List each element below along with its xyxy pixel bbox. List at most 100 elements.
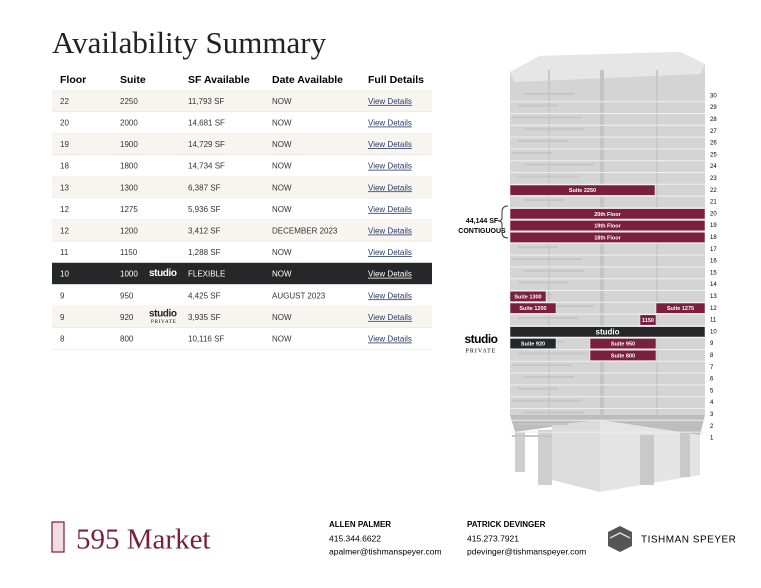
cell-date: AUGUST 2023 [272,291,326,300]
callout-text: 44,144 SF [466,218,499,225]
window-band [512,258,582,260]
cell-suite: 2250 [120,97,138,106]
suite-label: Suite 1200 [519,306,546,312]
details-link[interactable]: View Details [368,227,412,236]
suite-label: Suite 800 [611,353,635,359]
row-stripe [52,176,432,198]
cell-date: NOW [272,183,292,192]
floor-number: 22 [710,188,717,194]
contact-name: PATRICK DEVINGER [467,520,546,529]
suite-block [509,208,706,220]
cell-sf: 14,729 SF [188,140,225,149]
callout-text: CONTIGUOUS [458,228,506,235]
cell-date: NOW [272,140,292,149]
suite-label: Suite 950 [611,342,635,348]
row-stripe [52,90,432,112]
cell-sf: 5,936 SF [188,205,221,214]
cell-date: NOW [272,270,292,279]
floor-number: 25 [710,152,717,158]
floor-number: 8 [710,353,714,359]
floor-number: 13 [710,294,717,300]
cell-sf: 3,935 SF [188,313,221,322]
window-band [524,128,584,131]
cell-sf: 6,387 SF [188,183,221,192]
cell-floor: 10 [60,270,69,279]
suite-label: Suite 1275 [667,306,694,312]
details-link[interactable]: View Details [368,162,412,171]
floor-number: 1 [710,436,714,442]
window-band [524,92,574,95]
cell-floor: 9 [60,291,65,300]
studio-badge: studio [149,308,177,319]
window-band [512,116,582,119]
contact-email: apalmer@tishmanspeyer.com [329,546,442,556]
suite-label: Suite 2250 [569,188,596,194]
cell-sf: 10,116 SF [188,335,224,344]
window-band [518,140,568,142]
window-band [518,317,578,319]
floor-number: 29 [710,105,717,111]
cell-suite: 2000 [120,119,138,128]
details-link[interactable]: View Details [368,291,412,300]
floor-number: 10 [710,329,717,335]
floor-number: 30 [710,93,717,99]
floor-number: 17 [710,247,717,253]
floor-number: 26 [710,141,717,147]
floor-number: 24 [710,164,717,170]
floor-number: 6 [710,377,714,383]
window-band [524,411,584,414]
cell-suite: 1900 [120,140,138,149]
window-band [524,305,594,308]
suite-block [509,338,557,350]
suite-block [509,220,706,232]
table-header: Date Available [272,74,343,86]
details-link[interactable]: View Details [368,140,412,149]
row-stripe [52,306,432,328]
floor-number: 7 [710,365,714,371]
suite-block [509,326,706,338]
column [538,430,552,485]
suite-block [639,314,657,326]
row-stripe [52,133,432,155]
details-link[interactable]: View Details [368,270,412,279]
floor-number: 19 [710,223,717,229]
floor-number: 18 [710,235,717,241]
details-link[interactable]: View Details [368,183,412,192]
window-band [518,352,588,355]
row-stripe [52,219,432,242]
floor-number: 21 [710,200,717,206]
cell-floor: 19 [60,140,69,149]
suite-label: studio [596,327,620,336]
details-link[interactable]: View Details [368,313,412,322]
window-band [518,423,568,426]
contact-name: ALLEN PALMER [329,520,391,529]
cell-suite: 1150 [120,248,138,257]
details-link[interactable]: View Details [368,119,412,128]
details-link[interactable]: View Details [368,205,412,214]
suite-label: 1150 [642,318,654,324]
cell-suite: 1300 [120,183,138,192]
details-link[interactable]: View Details [368,335,412,344]
cell-suite: 1200 [120,227,138,236]
column [680,432,690,477]
page-title: Availability Summary [52,25,327,60]
suite-block [509,231,706,243]
floor-number: 12 [710,306,717,312]
studio-badge-sub: PRIVATE [151,320,177,325]
suite-block [509,184,656,196]
cell-suite: 950 [120,291,134,300]
cell-sf: 14,734 SF [188,162,225,171]
window-band [512,151,552,154]
window-band [512,435,552,437]
window-band [518,387,558,390]
cell-date: NOW [272,335,292,344]
cell-suite: 920 [120,313,134,322]
details-link[interactable]: View Details [368,97,412,106]
cell-floor: 12 [60,227,69,236]
details-link[interactable]: View Details [368,248,412,257]
table-header: Full Details [368,74,424,86]
cell-suite: 800 [120,335,134,344]
cell-sf: 1,288 SF [188,248,221,257]
window-band [518,175,578,178]
